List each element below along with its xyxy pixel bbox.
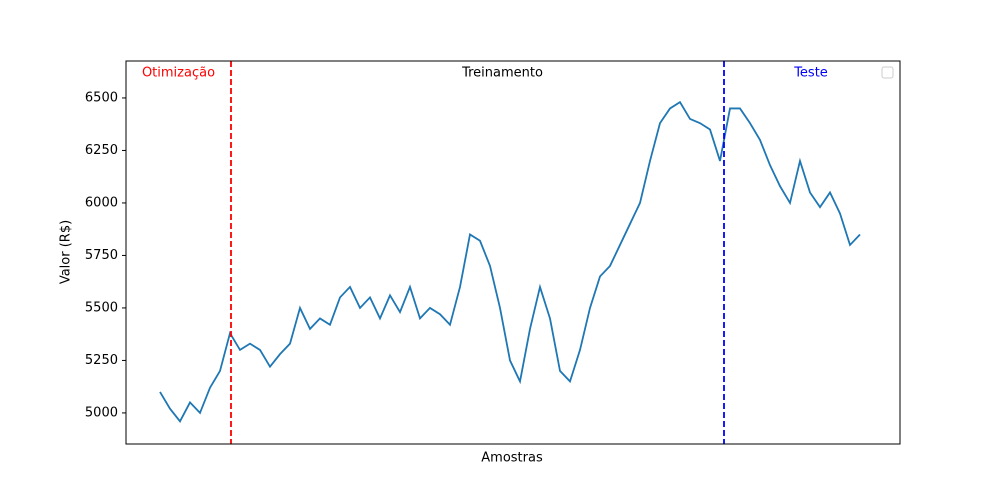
plot-frame [125,60,901,445]
y-tick-label: 5000 [85,405,118,420]
y-tick-label: 5500 [85,300,118,315]
data-line [159,100,861,423]
x-axis-label: Amostras [481,451,543,466]
y-tick-label: 5250 [85,353,118,368]
legend-box [881,66,894,79]
y-tick-label: 6000 [85,195,118,210]
y-tick-label: 5750 [85,248,118,263]
region-label: Teste [793,66,828,81]
y-tick-label: 6250 [85,143,118,158]
y-tick-label: 6500 [85,90,118,105]
region-label: Treinamento [461,66,543,81]
y-axis-label: Valor (R$) [59,220,74,284]
region-label: Otimização [142,66,215,81]
